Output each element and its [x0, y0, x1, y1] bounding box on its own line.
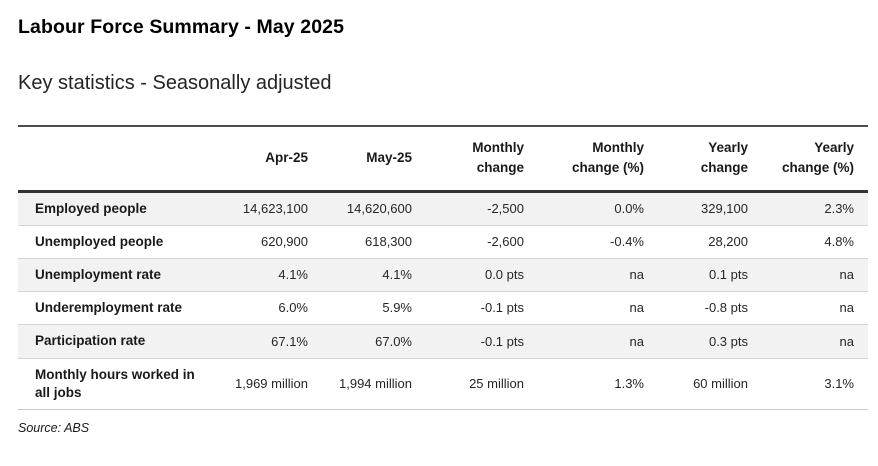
cell-value: 25 million	[469, 376, 524, 392]
cell-value: 1.3%	[614, 376, 644, 392]
cell-value: 0.1 pts	[708, 267, 748, 283]
cell-value: -0.8 pts	[704, 300, 748, 316]
cell-value: 6.0%	[278, 300, 308, 316]
column-header-monthly-change-pct: Monthly change (%)	[538, 126, 658, 193]
table-row: Participation rate 67.1% 67.0% -0.1 pts …	[18, 324, 868, 359]
cell-value: 14,620,600	[346, 200, 412, 216]
cell-value: 2.3%	[824, 200, 854, 216]
cell-value: -0.4%	[610, 234, 644, 250]
cell-value: na	[839, 333, 854, 349]
column-header-apr: Apr-25	[218, 126, 322, 193]
page-subtitle: Key statistics - Seasonally adjusted	[18, 72, 332, 94]
table-row: Underemployment rate 6.0% 5.9% -0.1 pts …	[18, 291, 868, 325]
cell-value: 3.1%	[824, 376, 854, 392]
cell-value: 1,969 million	[235, 376, 308, 392]
cell-value: -0.1 pts	[480, 300, 524, 316]
cell-value: 4.8%	[824, 234, 854, 250]
cell-value: na	[629, 300, 644, 316]
column-header-may: May-25	[322, 126, 426, 193]
cell-value: na	[629, 267, 644, 283]
cell-value: 60 million	[693, 376, 748, 392]
cell-value: 4.1%	[278, 267, 308, 283]
cell-value: -0.1 pts	[480, 333, 524, 349]
cell-value: 5.9%	[382, 300, 412, 316]
column-header-monthly-change: Monthly change	[426, 126, 538, 193]
header-row: Apr-25 May-25 Monthly change Monthly cha…	[18, 126, 868, 193]
cell-value: na	[839, 267, 854, 283]
source-note: Source: ABS	[18, 421, 90, 436]
cell-value: 14,623,100	[242, 200, 308, 216]
cell-value: -2,600	[487, 234, 524, 250]
cell-value: na	[839, 300, 854, 316]
cell-value: 1,994 million	[339, 376, 412, 392]
cell-value: 0.0 pts	[484, 267, 524, 283]
cell-value: 618,300	[365, 234, 412, 250]
cell-value: 67.1%	[271, 333, 308, 349]
cell-value: 620,900	[261, 234, 308, 250]
row-label: Employed people	[35, 200, 147, 216]
cell-value: 329,100	[701, 200, 748, 216]
page-title: Labour Force Summary - May 2025	[18, 16, 345, 38]
cell-value: 4.1%	[382, 267, 412, 283]
column-header-yearly-change-pct: Yearly change (%)	[762, 126, 868, 193]
row-label: Monthly hours worked in all jobs	[35, 366, 195, 400]
stats-table: Apr-25 May-25 Monthly change Monthly cha…	[18, 125, 868, 411]
cell-value: 0.3 pts	[708, 333, 748, 349]
cell-value: na	[629, 333, 644, 349]
table-row: Monthly hours worked in all jobs 1,969 m…	[18, 358, 868, 409]
table-row: Unemployed people 620,900 618,300 -2,600…	[18, 225, 868, 258]
column-header-yearly-change: Yearly change	[658, 126, 762, 193]
cell-value: 67.0%	[375, 333, 412, 349]
row-label: Underemployment rate	[35, 300, 183, 316]
row-label: Unemployed people	[35, 233, 164, 249]
column-header-empty	[18, 126, 218, 193]
row-label: Unemployment rate	[35, 266, 162, 282]
cell-value: 28,200	[708, 234, 748, 250]
table-row: Unemployment rate 4.1% 4.1% 0.0 pts na 0…	[18, 258, 868, 292]
row-label: Participation rate	[35, 333, 146, 349]
table-row: Employed people 14,623,100 14,620,600 -2…	[18, 191, 868, 226]
cell-value: 0.0%	[614, 200, 644, 216]
cell-value: -2,500	[487, 200, 524, 216]
